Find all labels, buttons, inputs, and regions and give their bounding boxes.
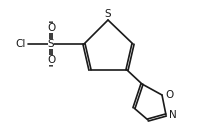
Text: N: N: [169, 110, 177, 120]
Text: O: O: [47, 55, 55, 65]
Text: O: O: [165, 90, 173, 100]
Text: S: S: [48, 39, 54, 49]
Text: S: S: [105, 9, 111, 19]
Text: O: O: [47, 23, 55, 33]
Text: Cl: Cl: [16, 39, 26, 49]
